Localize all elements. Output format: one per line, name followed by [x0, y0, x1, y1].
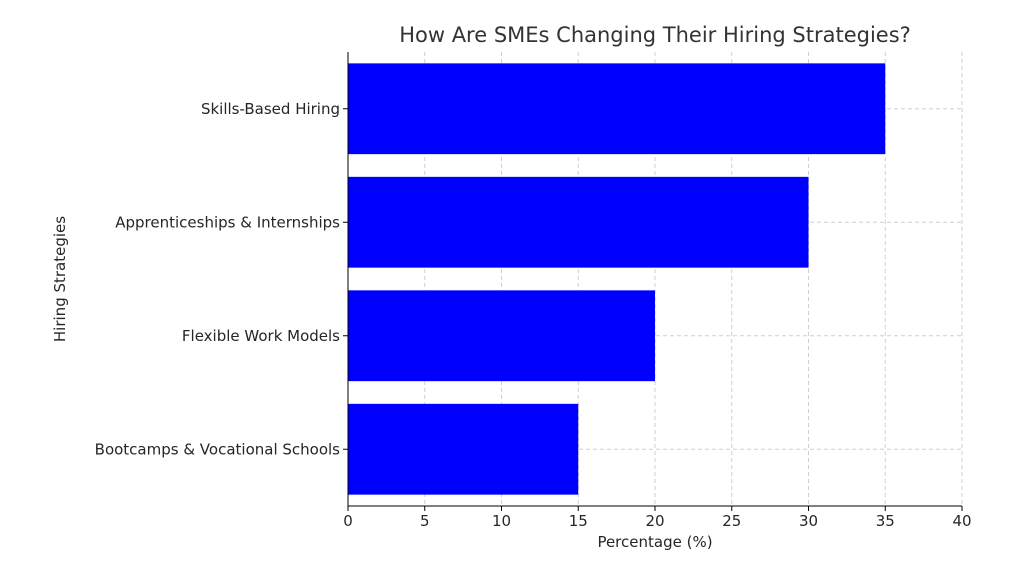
tick-labels: 0 5 10 15 20 25 30 35 40 Skills-Based Hiring Appre…: [95, 100, 972, 530]
x-tick-label: 5: [420, 512, 430, 530]
bar: [348, 63, 886, 155]
x-tick-label: 15: [569, 512, 588, 530]
x-axis-label: Percentage (%): [597, 533, 712, 551]
bars: [348, 63, 886, 495]
x-tick-label: 10: [492, 512, 511, 530]
y-tick-label: Flexible Work Models: [182, 327, 340, 345]
y-axis-label: Hiring Strategies: [51, 216, 69, 342]
bar: [348, 176, 809, 268]
x-tick-label: 40: [952, 512, 971, 530]
x-tick-label: 35: [876, 512, 895, 530]
y-tick-label: Bootcamps & Vocational Schools: [95, 440, 341, 458]
y-tick-label: Skills-Based Hiring: [201, 100, 340, 118]
y-tick-label: Apprenticeships & Internships: [115, 213, 340, 231]
x-tick-label: 30: [799, 512, 818, 530]
x-tick-label: 0: [343, 512, 353, 530]
chart-title: How Are SMEs Changing Their Hiring Strat…: [399, 23, 911, 47]
x-tick-label: 20: [645, 512, 664, 530]
x-tick-label: 25: [722, 512, 741, 530]
bar: [348, 290, 655, 382]
bar: [348, 403, 579, 495]
axes: [343, 52, 963, 511]
